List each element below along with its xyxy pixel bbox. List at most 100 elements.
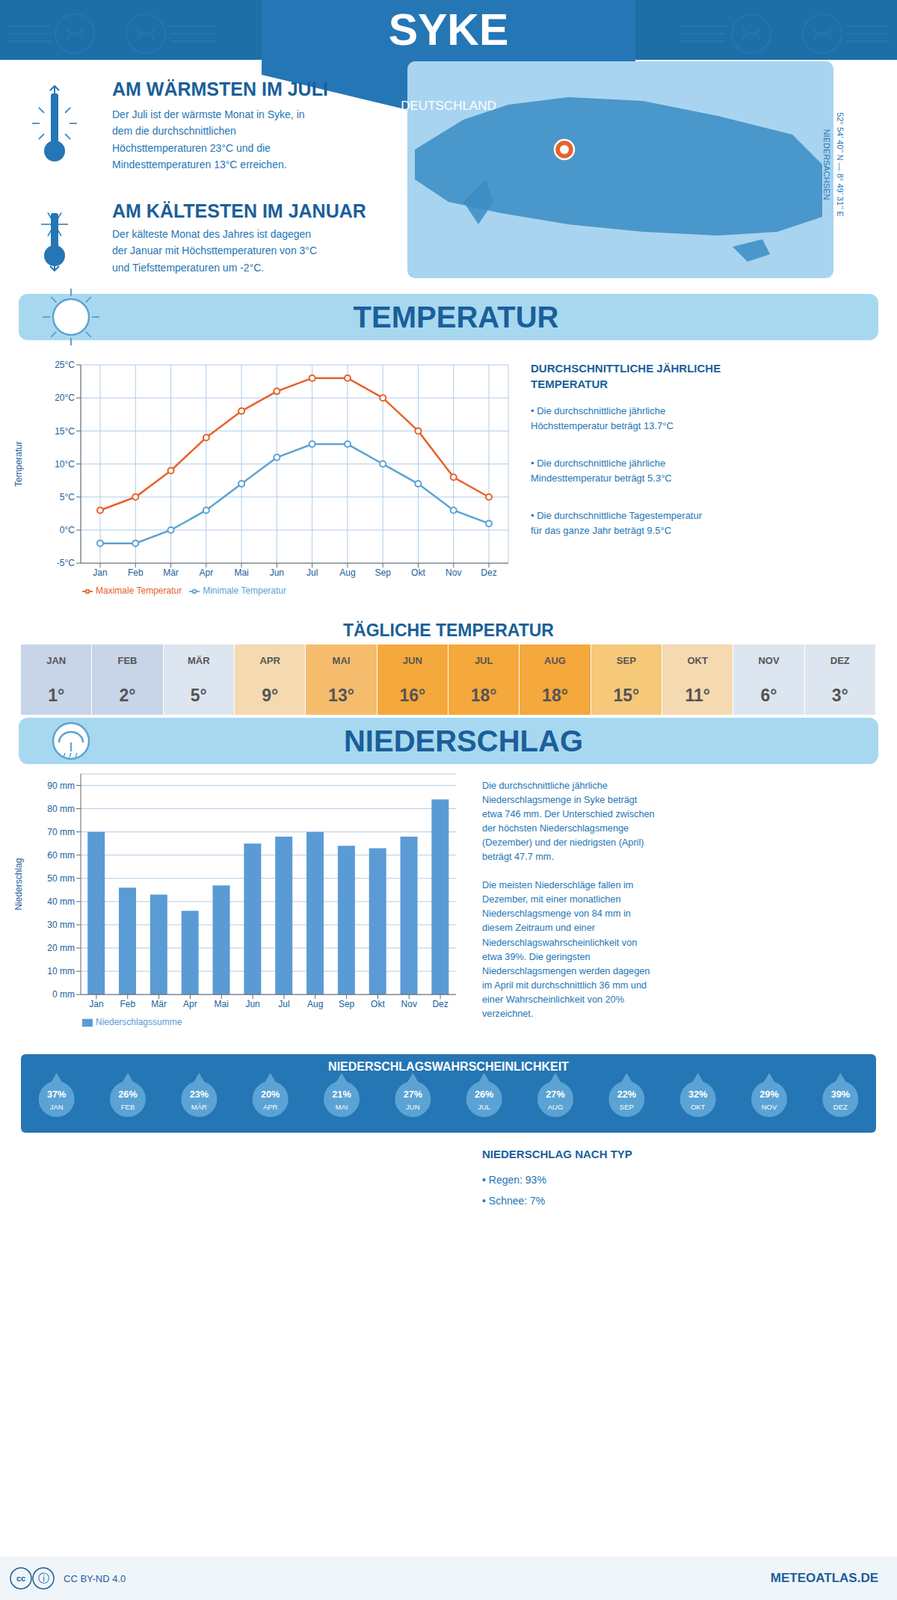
html-text:NIEDERSCHLAG NACH TYP: NIEDERSCHLAG NACH TYP xyxy=(482,1147,633,1161)
svg-text:40 mm: 40 mm xyxy=(47,896,75,907)
svg-text:21%: 21% xyxy=(331,1089,351,1100)
svg-text:Feb: Feb xyxy=(119,998,136,1010)
svg-text:Nov: Nov xyxy=(401,998,418,1010)
svg-text:Dez: Dez xyxy=(480,567,497,578)
svg-text:Jun: Jun xyxy=(245,998,260,1010)
svg-text:Jun: Jun xyxy=(269,567,285,578)
svg-text:32%: 32% xyxy=(688,1089,708,1100)
svg-text:MÄR: MÄR xyxy=(191,1102,208,1111)
html-text:Die durchschnittliche jährlich: Die durchschnittliche jährliche Niedersc… xyxy=(482,780,655,1019)
svg-text:MAI: MAI xyxy=(335,1102,349,1111)
html-text:18°: 18° xyxy=(470,685,497,705)
svg-text:DEZ: DEZ xyxy=(833,1102,848,1111)
svg-text:22%: 22% xyxy=(617,1089,637,1100)
svg-text:Jul: Jul xyxy=(278,998,290,1010)
svg-text:Mär: Mär xyxy=(150,998,167,1010)
html-text:AM KÄLTESTEN IM JANUAR: AM KÄLTESTEN IM JANUAR xyxy=(112,200,367,222)
svg-text:FEB: FEB xyxy=(121,1102,135,1111)
html-text:DEUTSCHLAND: DEUTSCHLAND xyxy=(400,98,497,113)
html-text:• Schnee: 7%: • Schnee: 7% xyxy=(482,1194,546,1207)
html-text:• Die durchschnittliche jährli: • Die durchschnittliche jährliche Höchst… xyxy=(530,405,674,431)
svg-text:Jan: Jan xyxy=(92,567,107,578)
svg-text:JAN: JAN xyxy=(50,1102,64,1111)
svg-text:26%: 26% xyxy=(474,1089,494,1100)
svg-text:Jul: Jul xyxy=(306,567,318,578)
html-text:SYKE: SYKE xyxy=(388,5,509,55)
svg-text:Apr: Apr xyxy=(183,998,198,1010)
svg-text:5°C: 5°C xyxy=(59,491,75,503)
html-text:DURCHSCHNITTLICHE JÄHRLICHE TE: DURCHSCHNITTLICHE JÄHRLICHE TEMPERATUR xyxy=(530,361,721,391)
html-text:TÄGLICHE TEMPERATUR: TÄGLICHE TEMPERATUR xyxy=(343,620,554,640)
html-text:13°: 13° xyxy=(328,685,355,705)
svg-text:Mai: Mai xyxy=(233,567,249,578)
html-text:15°: 15° xyxy=(613,685,640,705)
svg-text:OKT: OKT xyxy=(690,1102,706,1111)
html-text:11°: 11° xyxy=(685,685,711,705)
html-text:Der kälteste Monat des Jahres: Der kälteste Monat des Jahres ist dagege… xyxy=(112,227,318,274)
html-text:6°: 6° xyxy=(760,685,778,705)
svg-text:29%: 29% xyxy=(759,1089,779,1100)
svg-text:Aug: Aug xyxy=(307,998,323,1010)
html-text:• Regen: 93%: • Regen: 93% xyxy=(482,1173,547,1186)
svg-text:Mär: Mär xyxy=(162,567,179,578)
html-text:9°: 9° xyxy=(261,685,279,705)
html-text:AM WÄRMSTEN IM JULI: AM WÄRMSTEN IM JULI xyxy=(112,78,329,100)
svg-text:Apr: Apr xyxy=(198,567,214,578)
html-text:NIEDERSCHLAGSWAHRSCHEINLICHKEI: NIEDERSCHLAGSWAHRSCHEINLICHKEIT xyxy=(328,1059,569,1073)
svg-text:15°C: 15°C xyxy=(54,426,75,437)
html-text:NIEDERSCHLAG: NIEDERSCHLAG xyxy=(343,723,584,757)
svg-text:SEP: SEP xyxy=(619,1102,634,1111)
svg-text:60 mm: 60 mm xyxy=(47,849,75,861)
svg-text:25°C: 25°C xyxy=(54,359,75,371)
html-text:5°: 5° xyxy=(190,685,207,705)
svg-text:26%: 26% xyxy=(118,1089,137,1100)
svg-text:37%: 37% xyxy=(47,1089,66,1100)
html-text:18°: 18° xyxy=(542,685,569,705)
svg-text:23%: 23% xyxy=(189,1089,209,1100)
svg-text:10 mm: 10 mm xyxy=(47,965,75,977)
svg-text:Nov: Nov xyxy=(445,567,462,578)
svg-text:-5°C: -5°C xyxy=(56,557,75,569)
svg-text:27%: 27% xyxy=(403,1089,423,1100)
svg-text:Dez: Dez xyxy=(432,998,448,1010)
html-text:3°: 3° xyxy=(831,685,849,705)
svg-text:NOV: NOV xyxy=(761,1102,778,1111)
svg-text:Temperatur: Temperatur xyxy=(13,441,24,487)
svg-text:Okt: Okt xyxy=(370,998,385,1010)
svg-text:20%: 20% xyxy=(260,1089,280,1100)
html-text:TEMPERATUR: TEMPERATUR xyxy=(353,300,559,334)
html-text:FEB: FEB xyxy=(117,654,138,666)
svg-text:JUL: JUL xyxy=(477,1102,491,1111)
html-text:1°: 1° xyxy=(47,685,65,705)
svg-text:Aug: Aug xyxy=(339,567,356,578)
svg-text:Sep: Sep xyxy=(375,567,392,578)
html-text:Der Juli ist der wärmste Monat: Der Juli ist der wärmste Monat in Syke, … xyxy=(112,108,305,171)
svg-text:AUG: AUG xyxy=(547,1102,564,1111)
svg-text:70 mm: 70 mm xyxy=(47,826,75,838)
svg-text:80 mm: 80 mm xyxy=(47,803,75,815)
html-text:16°: 16° xyxy=(399,685,426,705)
svg-text:30 mm: 30 mm xyxy=(47,919,75,930)
svg-text:JUN: JUN xyxy=(405,1102,421,1111)
svg-text:Mai: Mai xyxy=(214,998,229,1010)
svg-text:APR: APR xyxy=(263,1102,279,1111)
html-text:METEOATLAS.DE: METEOATLAS.DE xyxy=(770,1570,879,1585)
svg-text:90 mm: 90 mm xyxy=(47,780,75,791)
html-text:2°: 2° xyxy=(119,685,136,705)
svg-text:27%: 27% xyxy=(545,1089,565,1100)
svg-text:39%: 39% xyxy=(831,1089,850,1100)
svg-text:Niederschlag: Niederschlag xyxy=(13,858,24,911)
svg-text:Sep: Sep xyxy=(338,998,356,1010)
svg-text:20 mm: 20 mm xyxy=(47,942,75,954)
svg-text:Okt: Okt xyxy=(411,567,426,578)
html-text:• Die durchschnittliche jährli: • Die durchschnittliche jährliche Mindes… xyxy=(530,457,672,484)
svg-text:20°C: 20°C xyxy=(54,392,75,403)
svg-text:Jan: Jan xyxy=(88,998,104,1010)
html-text:• Die durchschnittliche Tagest: • Die durchschnittliche Tagestemperatur … xyxy=(530,509,702,536)
svg-text:10°C: 10°C xyxy=(54,458,75,470)
svg-text:Feb: Feb xyxy=(127,567,144,578)
svg-text:50 mm: 50 mm xyxy=(47,873,75,884)
svg-text:0 mm: 0 mm xyxy=(52,988,75,1000)
svg-text:0°C: 0°C xyxy=(59,524,75,536)
html-text:JAN: JAN xyxy=(46,654,66,666)
